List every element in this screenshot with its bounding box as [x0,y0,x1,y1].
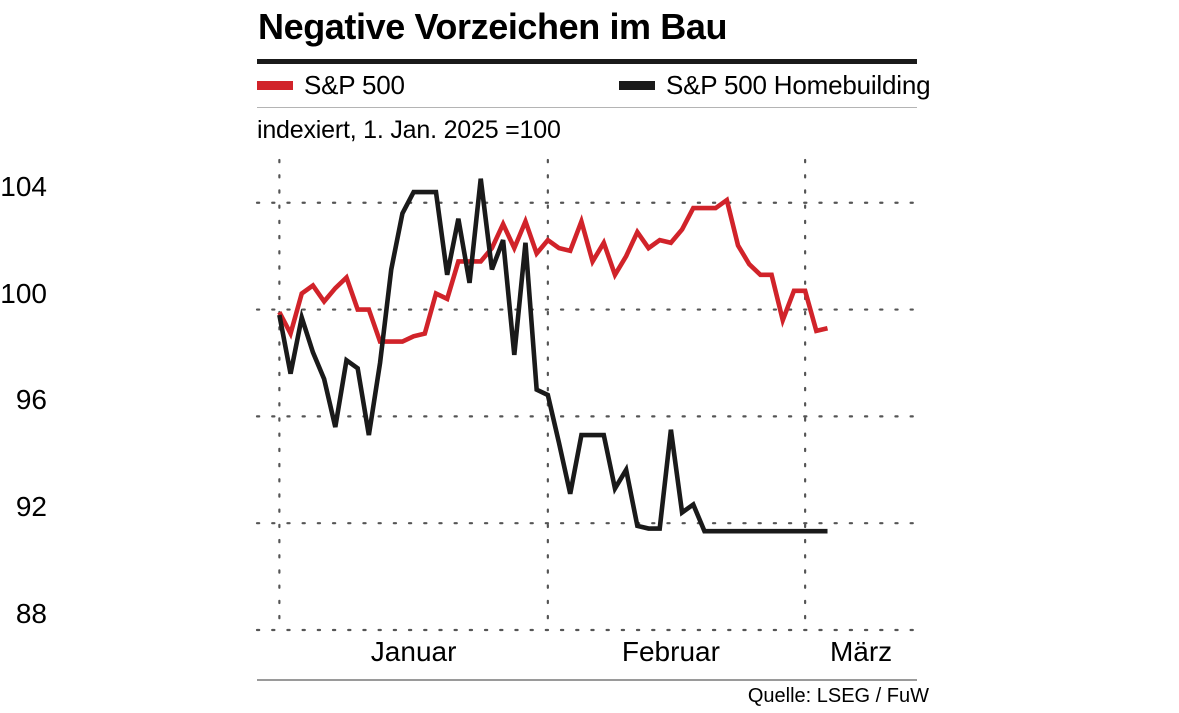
footer-rule [257,679,917,681]
legend-item-homebuilding: S&P 500 Homebuilding [619,66,931,104]
x-axis-tick-label: Februar [621,636,720,667]
legend-swatch-sp500 [257,80,293,90]
x-axis-labels: Januar Februar März [257,636,917,676]
y-axis-labels: 104 100 96 92 88 [0,160,47,630]
series-lines [277,178,829,534]
chart-subtitle: indexiert, 1. Jan. 2025 =100 [257,116,561,144]
legend-label-sp500: S&P 500 [304,69,405,100]
chart-svg [255,158,919,632]
y-axis-tick-label: 96 [15,384,47,416]
legend-label-homebuilding: S&P 500 Homebuilding [666,69,931,100]
header-rule-thick [257,59,917,64]
y-axis-tick-label: 104 [0,170,47,202]
chart-legend: S&P 500 S&P 500 Homebuilding [257,66,937,104]
y-axis-tick-label: 88 [15,598,47,629]
y-axis-tick-label: 92 [15,491,47,523]
horizontal-gridlines [255,201,919,632]
x-axis-tick-label: März [829,636,893,667]
legend-swatch-homebuilding [619,80,655,90]
y-axis-tick-label: 100 [0,277,47,309]
page-title: Negative Vorzeichen im Bau [258,6,728,47]
vertical-gridlines [278,158,807,632]
legend-item-sp500: S&P 500 [257,66,405,104]
x-axis-tick-label: Januar [370,636,457,667]
series-line [277,196,829,344]
legend-rule-thin [257,107,917,108]
source-note: Quelle: LSEG / FuW [747,685,929,707]
series-line [277,178,828,534]
chart-plot-area [255,158,919,632]
